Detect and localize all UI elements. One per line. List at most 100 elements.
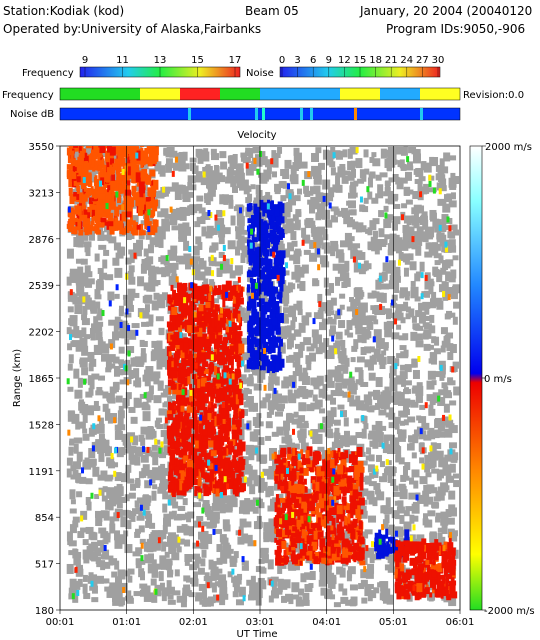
ground-scatter-cell: [124, 312, 132, 318]
ground-scatter-cell: [259, 276, 265, 283]
ground-scatter-cell: [140, 426, 148, 435]
mid-red-band-cell: [228, 370, 235, 377]
noise-tick-label: 3: [294, 55, 300, 66]
ground-scatter-cell: [169, 352, 178, 361]
ground-scatter-cell: [292, 464, 299, 471]
ground-scatter-cell: [367, 191, 373, 200]
mid-red-band-cell: [179, 394, 185, 400]
early-orange-patch-cell: [72, 217, 79, 225]
ground-scatter-cell: [324, 416, 331, 424]
ground-scatter-cell: [310, 196, 318, 205]
ground-scatter-cell: [126, 597, 134, 603]
ground-scatter-cell: [216, 267, 223, 277]
ground-scatter-cell: [324, 350, 332, 358]
ground-scatter-cell: [448, 597, 457, 607]
ground-scatter-cell: [209, 170, 217, 177]
ground-scatter-cell: [328, 194, 334, 202]
early-orange-patch-cell: [95, 229, 101, 235]
ground-scatter-cell: [276, 404, 282, 411]
ground-scatter-cell: [436, 274, 443, 283]
ground-scatter-cell: [97, 540, 105, 547]
ground-scatter-cell: [102, 259, 108, 269]
ground-scatter-cell: [303, 337, 312, 346]
ground-scatter-cell: [440, 482, 449, 493]
ground-scatter-cell: [66, 563, 74, 574]
ground-scatter-cell: [236, 172, 244, 182]
ground-scatter-cell: [361, 403, 370, 411]
early-orange-patch-cell: [88, 154, 92, 165]
program-label: Program IDs:9050,-906: [386, 22, 526, 36]
ground-scatter-cell: [358, 263, 366, 269]
ground-scatter-cell: [444, 313, 451, 320]
ground-scatter-cell: [385, 198, 394, 204]
mid-red-band-cell: [166, 321, 171, 328]
ground-scatter-cell: [72, 296, 80, 305]
ground-scatter-cell: [117, 369, 124, 376]
ground-scatter-cell: [108, 503, 114, 511]
ground-scatter-cell: [422, 219, 429, 230]
mid-red-band-cell: [194, 438, 199, 449]
ground-scatter-cell: [354, 287, 363, 297]
ground-scatter-cell: [237, 536, 245, 545]
ground-scatter-cell: [417, 180, 423, 191]
ground-scatter-cell: [377, 398, 384, 409]
early-orange-patch-cell: [87, 176, 91, 187]
ground-scatter-cell: [321, 261, 330, 268]
ground-scatter-cell: [347, 161, 356, 171]
ground-scatter-cell: [161, 218, 170, 228]
ground-scatter-cell: [348, 376, 355, 383]
ground-scatter-cell: [368, 498, 374, 505]
ground-scatter-cell: [162, 358, 168, 366]
ground-scatter-cell: [415, 149, 421, 157]
ground-scatter-cell: [128, 492, 136, 499]
early-orange-patch-cell: [86, 216, 91, 227]
ground-scatter-cell: [415, 340, 424, 348]
ground-scatter-cell: [250, 499, 256, 509]
ground-scatter-cell: [366, 583, 374, 589]
ground-scatter-cell: [210, 153, 219, 161]
ground-scatter-cell: [284, 327, 291, 336]
ground-scatter-cell: [206, 521, 214, 529]
ground-scatter-cell: [194, 221, 201, 228]
ground-scatter-cell: [219, 507, 226, 514]
mid-red-band-cell: [183, 454, 190, 461]
ground-scatter-cell: [295, 343, 303, 349]
ground-scatter-cell: [300, 423, 309, 429]
ground-scatter-cell: [171, 182, 179, 192]
ground-scatter-cell: [217, 172, 223, 179]
mid-red-band-cell: [225, 371, 231, 381]
ground-scatter-cell: [75, 278, 82, 284]
ground-scatter-cell: [324, 588, 333, 599]
early-orange-patch-cell: [146, 156, 153, 164]
ground-scatter-cell: [229, 559, 237, 567]
ground-scatter-cell: [337, 442, 344, 449]
ground-scatter-cell: [374, 246, 380, 255]
ground-scatter-cell: [448, 504, 456, 510]
mid-red-band-cell: [212, 484, 218, 490]
ground-scatter-cell: [157, 211, 163, 218]
mid-red-band-cell: [234, 488, 239, 497]
ground-scatter-cell: [67, 343, 73, 351]
mid-red-band-cell: [232, 417, 236, 428]
ground-scatter-cell: [262, 174, 268, 184]
revision-label: Revision:0.0: [463, 90, 524, 101]
ground-scatter-cell: [329, 325, 336, 335]
ground-scatter-cell: [89, 300, 96, 310]
early-orange-patch-cell: [131, 161, 137, 172]
ground-scatter-cell: [384, 514, 390, 524]
ground-scatter-cell: [208, 256, 214, 266]
ground-scatter-cell: [368, 372, 376, 381]
ground-scatter-cell: [330, 407, 337, 418]
ground-scatter-cell: [416, 227, 424, 238]
noise-tick-label: 21: [385, 55, 398, 66]
ground-scatter-cell: [97, 337, 103, 348]
ground-scatter-cell: [159, 408, 165, 414]
early-orange-patch-cell: [77, 220, 81, 229]
ground-scatter-cell: [259, 477, 265, 488]
ground-scatter-cell: [211, 582, 217, 593]
mid-red-band-cell: [186, 467, 193, 478]
ground-scatter-cell: [424, 454, 430, 465]
ground-scatter-cell: [220, 261, 228, 270]
ground-scatter-cell: [301, 227, 307, 238]
